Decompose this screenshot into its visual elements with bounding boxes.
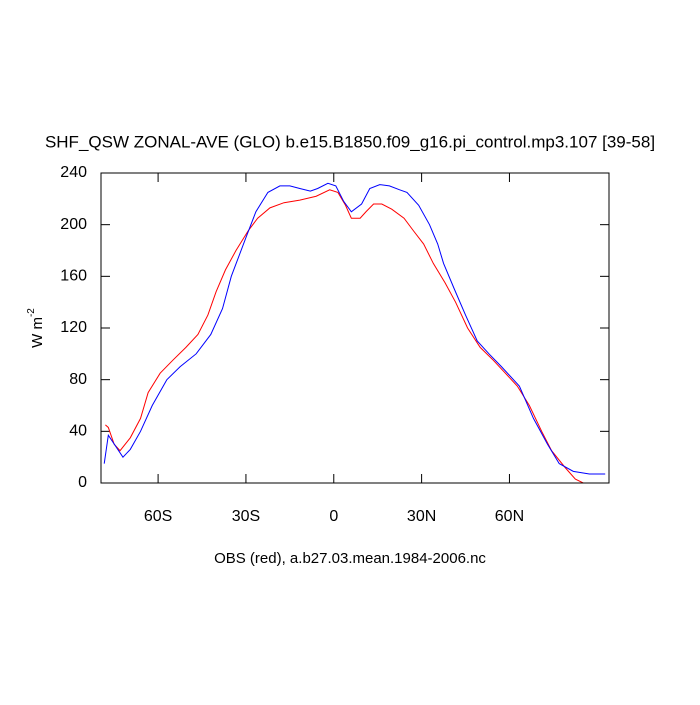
x-tick-label: 0 bbox=[329, 508, 338, 525]
y-tick-label: 120 bbox=[60, 319, 87, 336]
x-tick-label: 30S bbox=[232, 508, 260, 525]
y-tick-label: 200 bbox=[60, 216, 87, 233]
y-tick-label: 240 bbox=[60, 164, 87, 181]
y-axis-label: W m-2 bbox=[26, 308, 46, 348]
y-tick-label: 0 bbox=[78, 474, 87, 491]
data-line bbox=[103, 182, 606, 475]
y-tick-label: 40 bbox=[69, 423, 87, 440]
x-tick-label: 30N bbox=[407, 508, 436, 525]
chart-title: SHF_QSW ZONAL-AVE (GLO) b.e15.B1850.f09_… bbox=[45, 132, 655, 151]
data-line bbox=[105, 189, 606, 484]
y-axis-label-exponent: -2 bbox=[26, 308, 37, 317]
y-tick-label: 80 bbox=[69, 371, 87, 388]
plot-frame bbox=[100, 172, 610, 484]
x-tick-label: 60S bbox=[144, 508, 172, 525]
y-axis-label-text: W m bbox=[29, 317, 46, 348]
x-tick-label: 60N bbox=[495, 508, 524, 525]
y-tick-label: 160 bbox=[60, 268, 87, 285]
x-axis-label: OBS (red), a.b27.03.mean.1984-2006.nc bbox=[214, 550, 486, 567]
